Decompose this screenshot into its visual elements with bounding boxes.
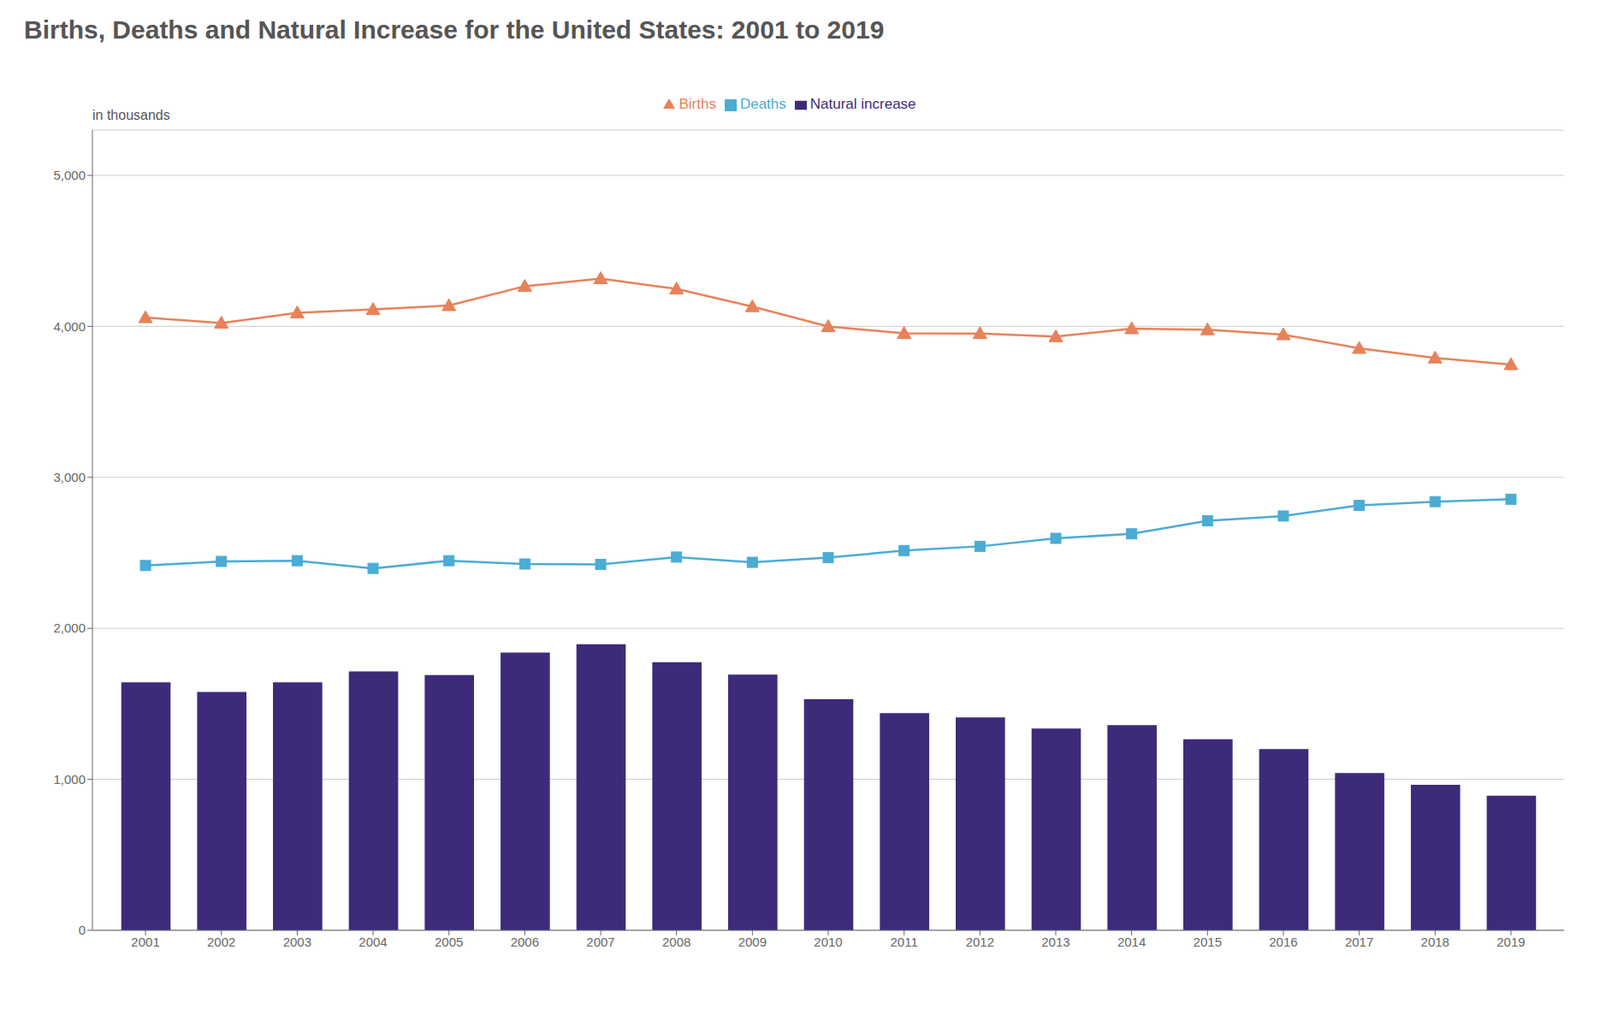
svg-text:2015: 2015 <box>1193 934 1222 949</box>
svg-text:2018: 2018 <box>1421 934 1450 949</box>
svg-text:2014: 2014 <box>1117 934 1146 949</box>
svg-text:2004: 2004 <box>358 934 387 949</box>
html-text:in thousands: in thousands <box>92 107 171 123</box>
svg-text:2019: 2019 <box>1496 934 1525 949</box>
svg-text:2007: 2007 <box>586 934 615 949</box>
svg-text:2001: 2001 <box>130 934 160 949</box>
svg-text:2002: 2002 <box>207 934 236 949</box>
svg-text:2003: 2003 <box>283 934 312 949</box>
svg-text:2006: 2006 <box>510 934 540 949</box>
svg-text:2009: 2009 <box>738 934 767 949</box>
svg-text:2012: 2012 <box>965 934 995 949</box>
svg-text:1,000: 1,000 <box>53 771 86 787</box>
html-text:Births, Deaths and Natural Inc: Births, Deaths and Natural Increase for … <box>23 15 885 44</box>
svg-text:2008: 2008 <box>662 934 691 949</box>
svg-text:2017: 2017 <box>1345 934 1374 949</box>
svg-text:2010: 2010 <box>813 934 842 949</box>
html-text:Natural increase: Natural increase <box>810 95 917 113</box>
svg-text:5,000: 5,000 <box>53 167 86 183</box>
svg-text:2011: 2011 <box>890 934 919 949</box>
svg-text:3,000: 3,000 <box>53 469 86 485</box>
html-text:Births: Births <box>678 95 717 113</box>
svg-text:4,000: 4,000 <box>53 319 86 334</box>
html-text:Deaths: Deaths <box>740 95 787 113</box>
svg-text:2,000: 2,000 <box>53 620 86 635</box>
svg-text:2013: 2013 <box>1041 934 1070 949</box>
svg-text:2016: 2016 <box>1268 934 1298 949</box>
svg-text:2005: 2005 <box>434 934 463 949</box>
svg-text:0: 0 <box>78 922 86 937</box>
